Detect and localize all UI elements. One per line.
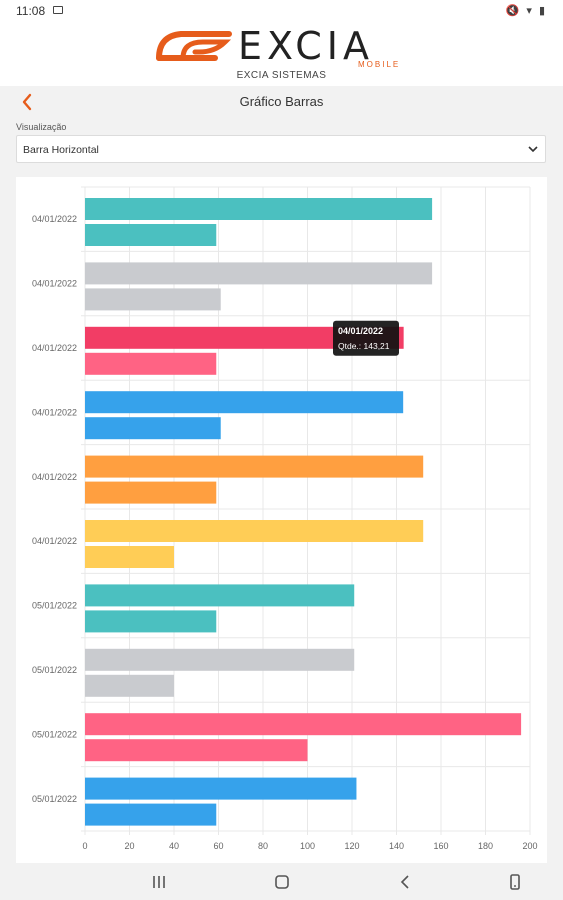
x-tick-label: 100 xyxy=(300,841,315,851)
visualization-label: Visualização xyxy=(16,122,67,132)
y-tick-label: 05/01/2022 xyxy=(32,794,77,804)
device-icon xyxy=(510,874,520,890)
recents-button[interactable] xyxy=(150,873,170,891)
bar-series-2 xyxy=(85,674,174,697)
bar-series-1 xyxy=(85,262,433,285)
x-tick-label: 0 xyxy=(82,841,87,851)
bar-series-1 xyxy=(85,713,522,736)
bar-series-1 xyxy=(85,455,424,478)
y-tick-label: 04/01/2022 xyxy=(32,343,77,353)
home-icon xyxy=(275,875,289,889)
y-tick-label: 04/01/2022 xyxy=(32,279,77,289)
bar-series-2 xyxy=(85,610,217,633)
bar-series-2 xyxy=(85,417,221,440)
bar-chart-svg: 0 20 40 60 80 100 120 140 160 180 200 04/01/2022 04/… xyxy=(32,186,538,851)
x-tick-label: 200 xyxy=(522,841,537,851)
bar-series-1 xyxy=(85,520,424,542)
bar-series-2 xyxy=(85,224,217,246)
bar-series-2 xyxy=(85,352,217,375)
recents-icon xyxy=(153,876,165,888)
chevron-down-icon xyxy=(528,146,538,153)
x-tick-label: 20 xyxy=(124,841,134,851)
logo-tagline: MOBILE xyxy=(358,60,401,69)
bar-series-2 xyxy=(85,739,308,762)
x-tick-label: 140 xyxy=(389,841,404,851)
x-tick-label: 160 xyxy=(433,841,448,851)
bar-series-1 xyxy=(85,584,355,607)
status-time: 11:08 xyxy=(16,4,46,18)
logo-wordmark: EXCIA xyxy=(238,24,375,68)
brand-subtitle: EXCIA SISTEMAS xyxy=(236,70,327,81)
bar-series-2 xyxy=(85,546,174,568)
app-bar: Gráfico Barras xyxy=(0,86,563,116)
x-tick-label: 40 xyxy=(169,841,179,851)
chevron-left-icon xyxy=(22,93,32,111)
y-tick-label: 04/01/2022 xyxy=(32,536,77,546)
bar-series-1 xyxy=(85,198,433,220)
back-button[interactable] xyxy=(18,92,38,112)
y-tick-label: 05/01/2022 xyxy=(32,729,77,739)
bar-series-1 xyxy=(85,326,404,349)
bar-series-2 xyxy=(85,803,217,826)
system-nav-bar xyxy=(0,863,563,900)
x-tick-label: 80 xyxy=(258,841,268,851)
back-icon xyxy=(400,875,409,889)
bar-series-1 xyxy=(85,648,355,671)
y-tick-label: 05/01/2022 xyxy=(32,665,77,675)
visualization-select-value: Barra Horizontal xyxy=(23,144,99,156)
tooltip-box xyxy=(333,320,399,356)
tooltip-value: Qtde.: 143,21 xyxy=(338,341,390,351)
bar-series-2 xyxy=(85,288,221,311)
visualization-select[interactable]: Barra Horizontal xyxy=(16,135,546,163)
status-icons: 🔇 ▾ ▮ xyxy=(505,5,547,17)
y-tick-label: 04/01/2022 xyxy=(32,472,77,482)
page-title: Gráfico Barras xyxy=(239,94,324,109)
bar-chart: 0 20 40 60 80 100 120 140 160 180 200 04/01/2022 04/… xyxy=(16,177,547,863)
y-tick-label: 05/01/2022 xyxy=(32,601,77,611)
status-bar: 11:08 🔇 ▾ ▮ xyxy=(0,0,563,22)
x-tick-label: 60 xyxy=(213,841,223,851)
home-button[interactable] xyxy=(273,873,293,891)
x-tick-label: 120 xyxy=(344,841,359,851)
tooltip-title: 04/01/2022 xyxy=(338,326,383,336)
excia-logo-icon xyxy=(156,31,232,61)
bar-series-1 xyxy=(85,391,404,414)
bar-series-1 xyxy=(85,777,357,800)
bar-series-2 xyxy=(85,481,217,504)
image-notification-icon xyxy=(53,6,63,14)
brand-header: EXCIA MOBILE EXCIA SISTEMAS xyxy=(0,22,563,86)
accessibility-button[interactable] xyxy=(506,873,526,891)
y-tick-label: 04/01/2022 xyxy=(32,407,77,417)
nav-back-button[interactable] xyxy=(397,873,417,891)
y-tick-label: 04/01/2022 xyxy=(32,214,77,224)
x-tick-label: 180 xyxy=(478,841,493,851)
